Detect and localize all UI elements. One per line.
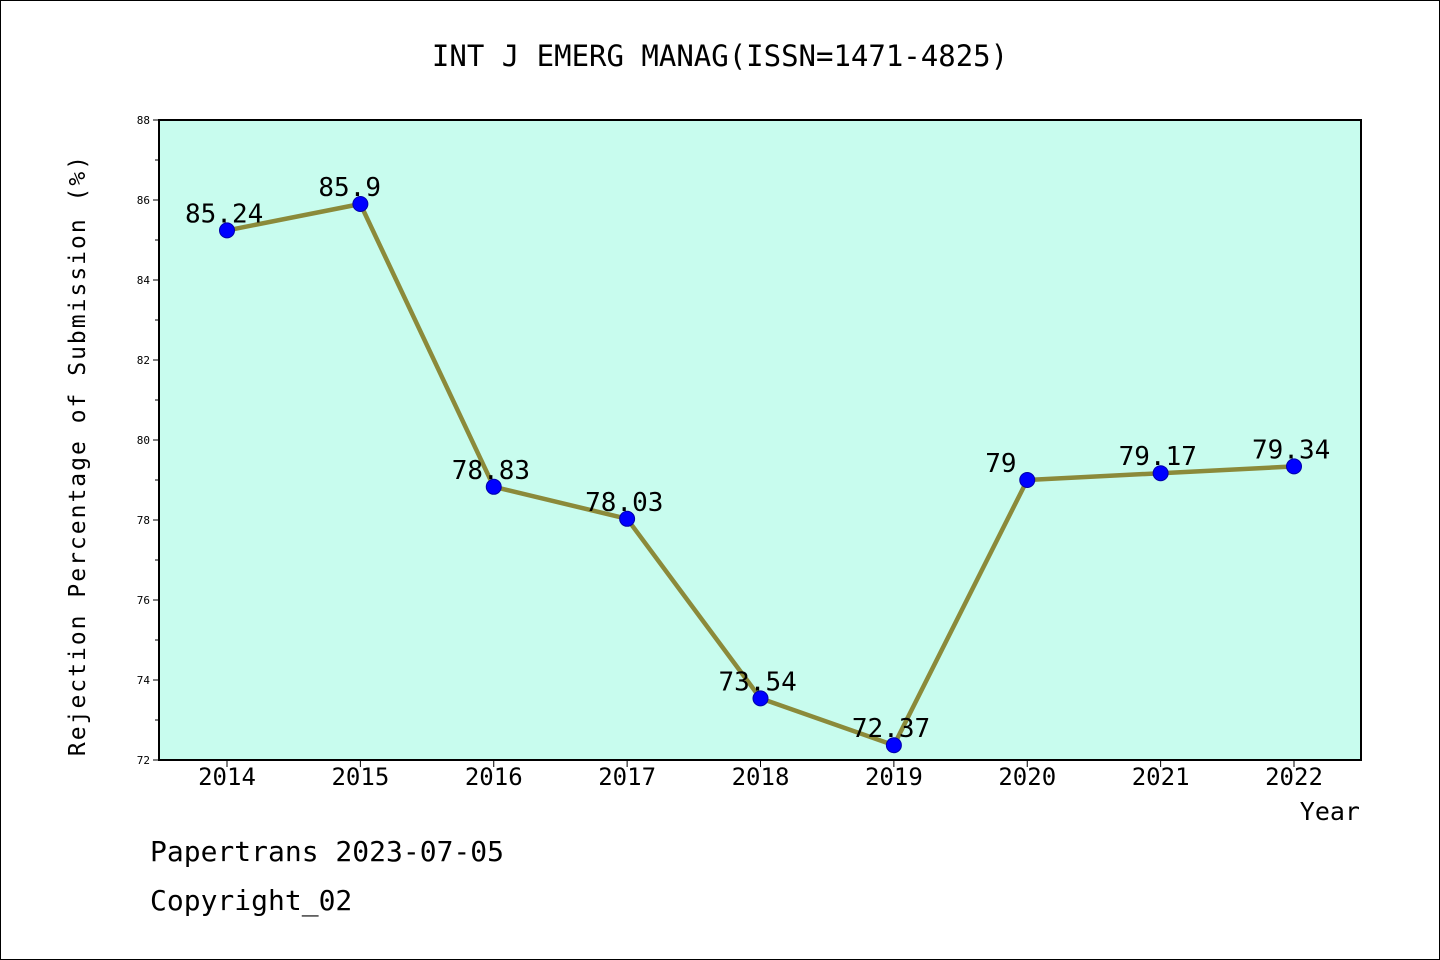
y-tick-label: 72 [137,754,150,767]
plot-area [158,119,1362,761]
data-labels: 85.24 85.9 78.83 78.03 73.54 72.37 79 79.17 79.3… [185,173,1330,744]
data-label: 78.03 [585,488,663,518]
x-tick-label: 2017 [598,763,656,791]
x-tick-label: 2019 [865,763,923,791]
y-axis: 72 74 76 78 80 82 84 86 88 [137,114,159,767]
chart-title: INT J EMERG MANAG(ISSN=1471-4825) [432,39,1008,73]
x-tick-label: 2015 [331,763,389,791]
data-point [1286,458,1302,475]
data-point [485,478,502,495]
data-label: 79.34 [1252,435,1330,465]
data-point [752,690,769,707]
y-tick-label: 76 [137,594,150,607]
data-point [1019,472,1036,488]
y-axis-label: Rejection Percentage of Submission (%) [65,154,91,756]
data-label: 79 [985,449,1016,479]
y-tick-label: 82 [137,354,150,367]
data-points [219,196,1302,754]
footer-copyright-text: Copyright_02 [150,884,353,917]
data-point [619,510,636,527]
data-point [352,196,369,212]
y-tick-label: 84 [137,274,151,287]
y-tick-label: 74 [137,674,151,687]
y-tick-label: 88 [137,114,150,127]
footer-date-text: Papertrans 2023-07-05 [150,835,505,868]
y-tick-label: 78 [137,514,150,527]
y-tick-label: 86 [137,194,150,207]
x-tick-label: 2018 [732,763,790,791]
x-tick-label: 2021 [1132,763,1190,791]
data-label: 78.83 [452,456,530,486]
data-label: 73.54 [719,667,797,697]
x-tick-label: 2014 [198,763,256,791]
data-point [219,222,235,239]
data-label: 85.9 [318,173,381,203]
data-point [885,737,902,754]
x-axis-label: Year [1300,797,1360,826]
x-tick-label: 2020 [998,763,1056,791]
data-label: 79.17 [1119,442,1197,472]
data-point [1152,465,1169,482]
x-axis: 2014 2015 2016 2017 2018 2019 2020 2021 2022 [198,760,1323,791]
data-label: 85.24 [185,199,263,229]
x-tick-label: 2022 [1265,763,1323,791]
x-tick-label: 2016 [465,763,523,791]
data-label: 72.37 [852,714,930,744]
y-tick-label: 80 [137,434,150,447]
